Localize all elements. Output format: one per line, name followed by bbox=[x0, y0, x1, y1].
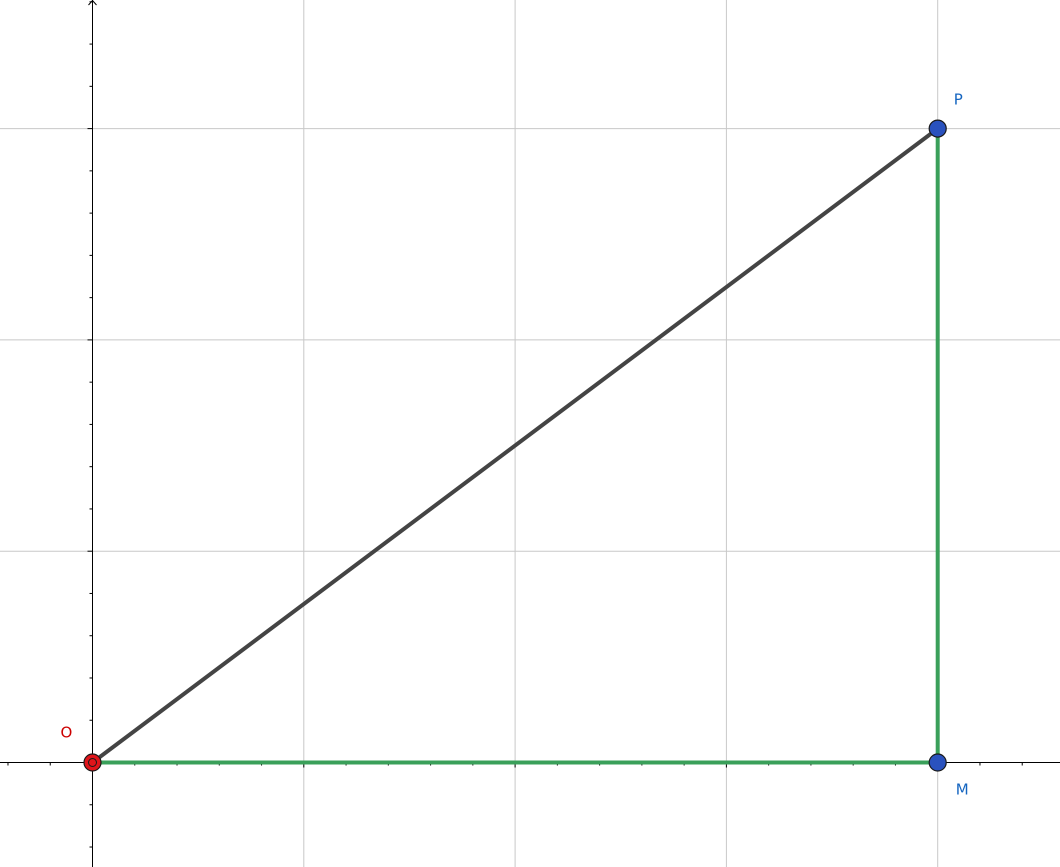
segment-op[interactable] bbox=[90, 126, 940, 765]
label-o: O bbox=[61, 724, 73, 742]
y-axis-arrow bbox=[88, 0, 97, 6]
point-o-center bbox=[88, 758, 97, 767]
point-o-marker[interactable] bbox=[83, 753, 102, 772]
point-m[interactable] bbox=[928, 753, 947, 772]
y-axis-ticks bbox=[87, 1, 93, 848]
point-o[interactable] bbox=[83, 753, 102, 772]
point-p[interactable] bbox=[928, 119, 947, 138]
label-m: M bbox=[956, 781, 969, 799]
label-p: P bbox=[954, 91, 963, 109]
